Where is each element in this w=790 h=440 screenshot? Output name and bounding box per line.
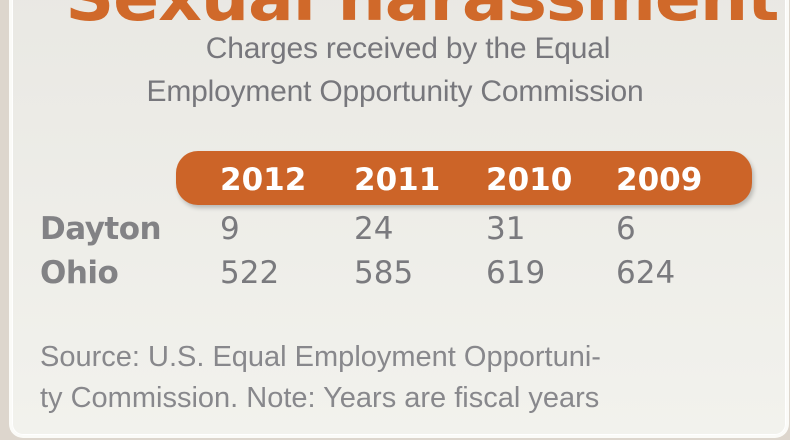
subtitle-line-1: Charges received by the Equal <box>205 32 611 65</box>
year-header-2010: 2010 <box>486 162 573 198</box>
cell-ohio-2009: 624 <box>616 255 676 291</box>
chart-title: Sexual harassment <box>35 0 790 36</box>
cell-dayton-2010: 31 <box>486 211 526 247</box>
cell-ohio-2011: 585 <box>354 255 414 291</box>
year-header-2012: 2012 <box>220 162 307 198</box>
cell-ohio-2010: 619 <box>486 255 546 291</box>
year-header-2011: 2011 <box>354 162 441 198</box>
row-label-dayton: Dayton <box>40 211 162 247</box>
subtitle-line-2: Employment Opportunity Commission <box>146 75 644 108</box>
year-header-bar: 2012 2011 2010 2009 <box>176 151 752 205</box>
footnote-line-2: ty Commission. Note: Years are fiscal ye… <box>40 382 600 414</box>
row-label-ohio: Ohio <box>40 255 119 291</box>
cell-dayton-2009: 6 <box>616 211 636 247</box>
cell-ohio-2012: 522 <box>220 255 280 291</box>
footnote-line-1: Source: U.S. Equal Employment Opportuni- <box>40 341 601 373</box>
cell-dayton-2012: 9 <box>220 211 240 247</box>
cell-dayton-2011: 24 <box>354 211 394 247</box>
year-header-2009: 2009 <box>616 162 703 198</box>
infographic-card <box>9 0 789 438</box>
